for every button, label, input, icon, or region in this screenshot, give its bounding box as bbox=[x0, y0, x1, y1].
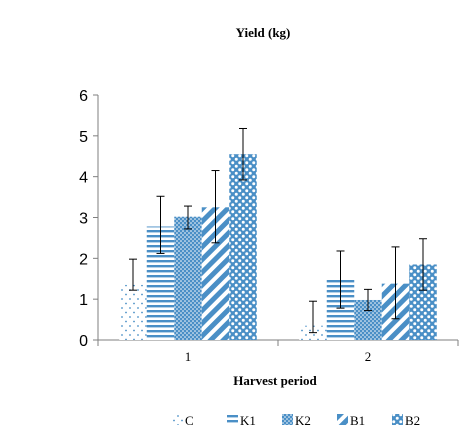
y-tick-label: 1 bbox=[79, 292, 88, 309]
bar-c-1 bbox=[119, 284, 147, 340]
x-axis-title: Harvest period bbox=[233, 373, 317, 388]
y-tick-label: 3 bbox=[79, 211, 88, 228]
y-tick-label: 2 bbox=[79, 251, 88, 268]
bars-layer bbox=[119, 154, 437, 340]
x-tick-label: 2 bbox=[365, 349, 372, 364]
legend-swatch-b1 bbox=[337, 414, 348, 425]
chart-title: Yield (kg) bbox=[236, 25, 291, 40]
legend-swatch-b2 bbox=[392, 414, 403, 425]
legend-label-k1: K1 bbox=[240, 413, 256, 428]
legend-label-b1: B1 bbox=[350, 413, 365, 428]
legend-label-b2: B2 bbox=[405, 413, 420, 428]
y-tick-label: 6 bbox=[79, 88, 88, 105]
y-tick-label: 0 bbox=[79, 333, 88, 350]
error-bars-layer bbox=[129, 127, 427, 334]
legend: C K1 K2 B1 B2 bbox=[172, 413, 420, 428]
bar-b2-1 bbox=[229, 154, 257, 340]
y-tick-label: 4 bbox=[79, 170, 88, 187]
y-axis: 0 1 2 3 4 5 6 bbox=[79, 88, 99, 350]
legend-swatch-c bbox=[172, 414, 183, 425]
legend-swatch-k1 bbox=[227, 414, 238, 425]
x-tick-label: 1 bbox=[185, 349, 192, 364]
y-tick-label: 5 bbox=[79, 129, 88, 146]
legend-label-k2: K2 bbox=[295, 413, 311, 428]
legend-swatch-k2 bbox=[282, 414, 293, 425]
legend-label-c: C bbox=[185, 413, 194, 428]
bar-k2-1 bbox=[174, 216, 202, 340]
